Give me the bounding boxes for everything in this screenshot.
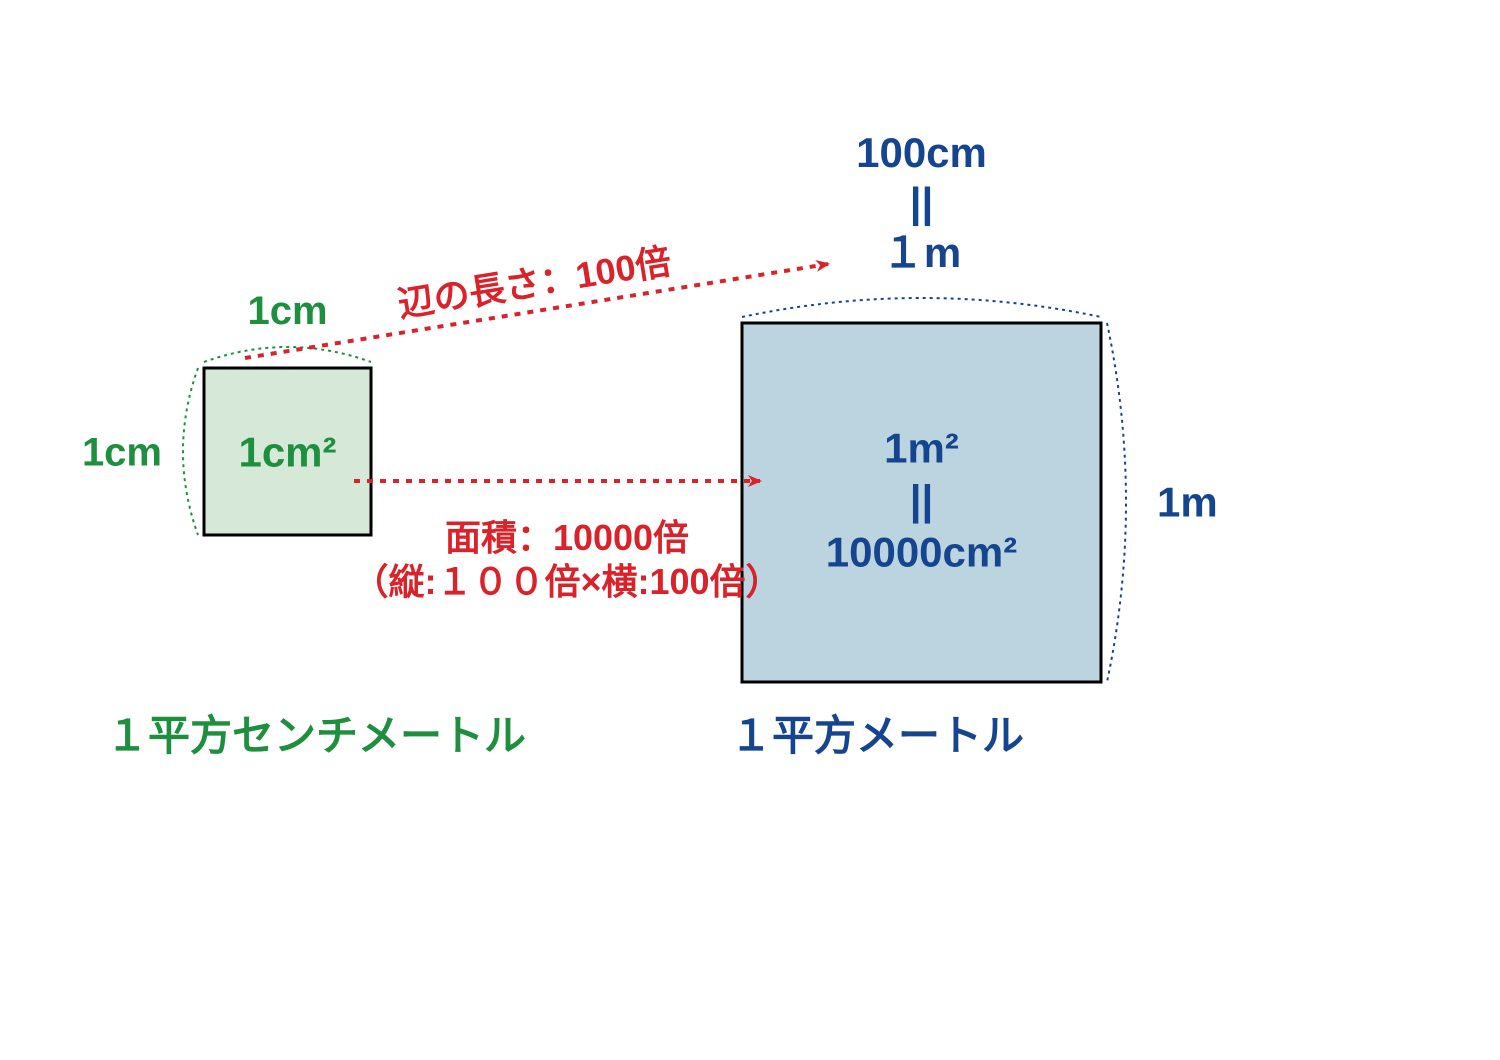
small-dim-top: 1cm bbox=[247, 289, 327, 333]
large-area-eq: || bbox=[910, 477, 934, 525]
large-right-bracket bbox=[1107, 323, 1126, 682]
arrow-bottom-line1: 面積：10000倍 bbox=[445, 517, 689, 558]
large-caption: １平方メートル bbox=[730, 712, 1024, 759]
arrow-bottom-line2: （縦:１００倍×横:100倍） bbox=[352, 561, 781, 602]
small-dim-left: 1cm bbox=[82, 431, 162, 475]
large-top-line2: １m bbox=[882, 229, 961, 276]
large-area-line1: 1m² bbox=[884, 425, 959, 472]
large-top-line1: 100cm bbox=[856, 129, 987, 176]
large-area-line2: 10000cm² bbox=[826, 529, 1017, 576]
small-left-bracket bbox=[183, 368, 198, 535]
large-top-eq: || bbox=[910, 179, 934, 227]
small-area-label: 1cm² bbox=[238, 429, 336, 476]
large-top-bracket bbox=[742, 298, 1101, 317]
large-right-label: 1m bbox=[1157, 479, 1218, 526]
arrow-top-label: 辺の長さ：100倍 bbox=[395, 240, 674, 324]
small-caption: １平方センチメートル bbox=[106, 712, 526, 759]
